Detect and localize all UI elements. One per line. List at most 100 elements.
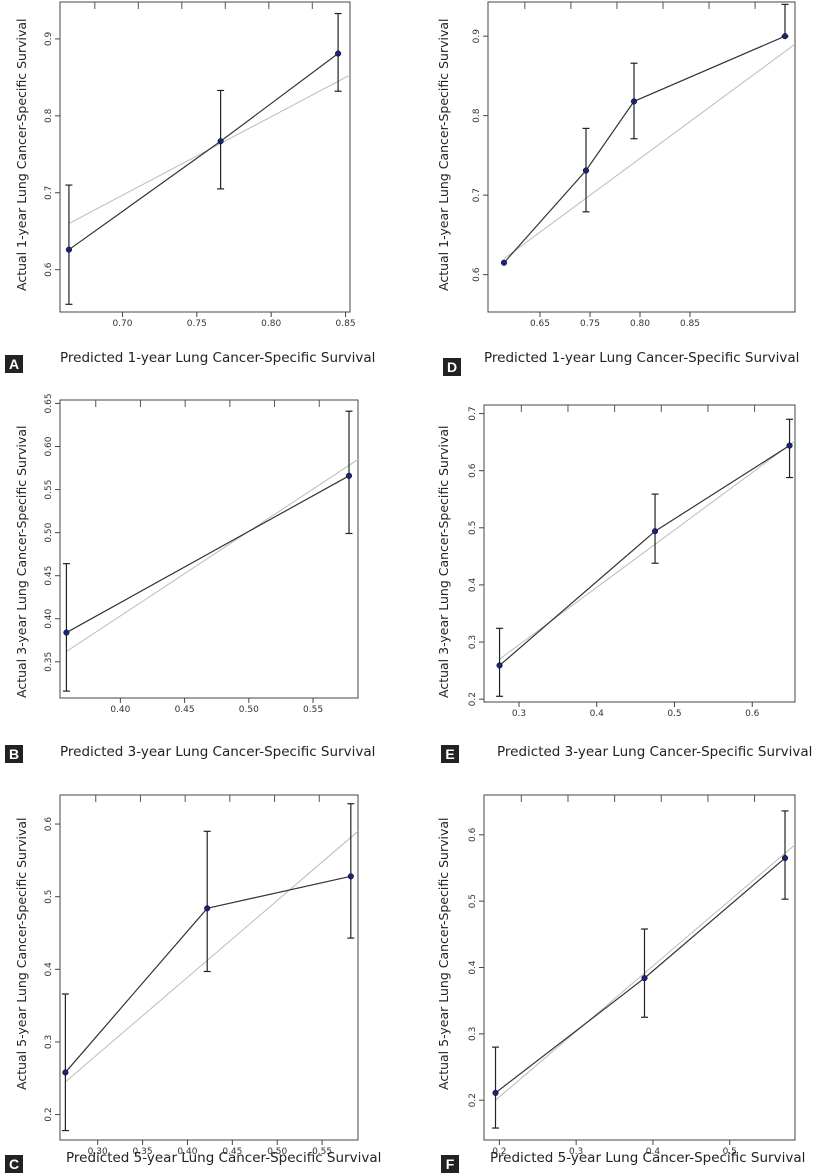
x-tick-label: 0.50 — [239, 705, 259, 715]
y-tick-label: 0.55 — [44, 480, 54, 500]
data-point — [630, 98, 638, 105]
y-tick-label: 0.7 — [44, 186, 54, 200]
plot-frame — [483, 404, 796, 703]
y-tick-label: 0.6 — [44, 817, 54, 832]
x-tick-label: 0.45 — [175, 705, 195, 715]
data-point — [652, 528, 659, 535]
ideal-line — [65, 830, 359, 1083]
ideal-line — [495, 844, 796, 1101]
panel-tag: F — [441, 1155, 459, 1173]
plot-frame — [59, 399, 359, 699]
panel-tag: E — [441, 745, 459, 763]
y-tick-label: 0.6 — [44, 262, 54, 277]
x-tick-label: 0.3 — [512, 709, 526, 719]
x-tick-label: 0.30 — [88, 1147, 108, 1157]
plot-frame — [59, 1, 351, 313]
y-axis-label: Actual 5-year Lung Cancer-Specific Survi… — [436, 817, 451, 1090]
data-point — [217, 138, 224, 145]
data-point — [335, 50, 342, 57]
y-tick-label: 0.3 — [468, 1027, 478, 1041]
ideal-line — [503, 43, 796, 260]
panel-tag: C — [5, 1155, 23, 1173]
y-tick-label: 0.65 — [44, 393, 54, 413]
y-tick-label: 0.6 — [468, 827, 478, 842]
y-tick-label: 0.6 — [472, 267, 482, 282]
data-point — [492, 1089, 499, 1096]
y-tick-label: 0.7 — [472, 188, 482, 202]
y-tick-label: 0.9 — [472, 29, 482, 44]
x-tick-label: 0.50 — [267, 1147, 287, 1157]
x-tick-label: 0.80 — [261, 319, 281, 329]
x-axis-label: Predicted 1-year Lung Cancer-Specific Su… — [484, 350, 800, 366]
x-tick-label: 0.70 — [112, 319, 132, 329]
error-bar — [345, 410, 353, 535]
error-bar — [61, 993, 69, 1132]
data-point — [641, 975, 648, 982]
x-tick-label: 0.4 — [590, 709, 605, 719]
x-tick-label: 0.5 — [667, 709, 681, 719]
data-point — [62, 1069, 69, 1076]
x-tick-label: 0.40 — [177, 1147, 197, 1157]
data-point — [347, 873, 354, 880]
x-tick-label: 0.55 — [312, 1147, 332, 1157]
data-point — [345, 472, 353, 479]
plot-frame — [59, 794, 359, 1141]
x-tick-label: 0.65 — [530, 319, 550, 329]
error-bar — [640, 928, 648, 1018]
x-tick-label: 0.6 — [745, 709, 760, 719]
x-axis-label: Predicted 1-year Lung Cancer-Specific Su… — [60, 350, 376, 366]
x-tick-label: 0.55 — [303, 705, 323, 715]
y-tick-label: 0.4 — [44, 962, 54, 977]
plot-frame — [483, 794, 796, 1141]
y-tick-label: 0.2 — [44, 1107, 54, 1121]
error-bar — [347, 803, 355, 939]
plot-frame — [487, 1, 796, 313]
x-tick-label: 0.35 — [133, 1147, 153, 1157]
x-axis-label: Predicted 3-year Lung Cancer-Specific Su… — [60, 744, 376, 760]
x-tick-label: 0.85 — [680, 319, 700, 329]
x-axis-label: Predicted 5-year Lung Cancer-Specific Su… — [490, 1150, 806, 1166]
y-tick-label: 0.35 — [44, 652, 54, 672]
data-point — [500, 259, 508, 266]
y-tick-label: 0.40 — [44, 608, 54, 628]
x-tick-label: 0.5 — [723, 1147, 737, 1157]
x-tick-label: 0.80 — [630, 319, 650, 329]
y-tick-label: 0.60 — [44, 436, 54, 456]
y-tick-label: 0.5 — [468, 894, 478, 908]
y-tick-label: 0.3 — [44, 1035, 54, 1049]
y-tick-label: 0.7 — [468, 406, 478, 420]
x-tick-label: 0.75 — [187, 319, 207, 329]
x-tick-label: 0.2 — [492, 1147, 506, 1157]
y-tick-label: 0.8 — [44, 108, 54, 123]
y-tick-label: 0.9 — [44, 32, 54, 47]
error-bar — [492, 1046, 500, 1129]
calibration-line — [495, 857, 786, 1094]
y-tick-label: 0.45 — [44, 566, 54, 586]
data-point — [786, 442, 793, 449]
y-tick-label: 0.6 — [468, 463, 478, 478]
y-tick-label: 0.4 — [468, 960, 478, 975]
y-tick-label: 0.5 — [468, 521, 478, 535]
panel-tag: D — [443, 358, 461, 376]
data-point — [204, 905, 211, 912]
y-tick-label: 0.8 — [472, 108, 482, 123]
y-tick-label: 0.4 — [468, 577, 478, 592]
data-point — [781, 33, 789, 40]
data-point — [63, 629, 70, 636]
error-bar — [496, 627, 504, 697]
x-tick-label: 0.3 — [569, 1147, 583, 1157]
panel-tag: A — [5, 355, 23, 373]
y-tick-label: 0.3 — [468, 635, 478, 649]
data-point — [781, 854, 789, 862]
x-tick-label: 0.4 — [646, 1147, 661, 1157]
x-axis-label: Predicted 5-year Lung Cancer-Specific Su… — [66, 1150, 382, 1166]
y-tick-label: 0.50 — [44, 522, 54, 542]
y-tick-label: 0.5 — [44, 890, 54, 904]
error-bar — [62, 563, 70, 692]
